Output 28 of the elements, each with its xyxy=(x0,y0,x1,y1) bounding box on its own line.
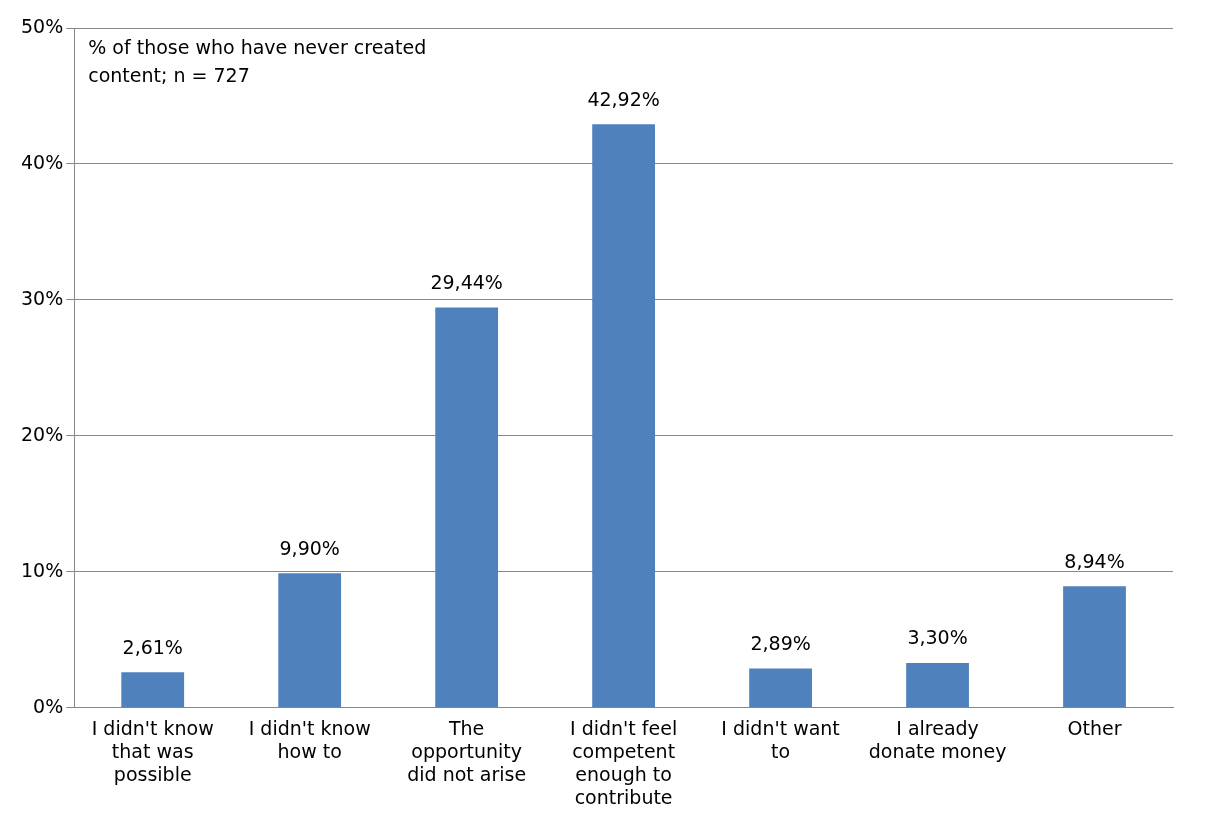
bar xyxy=(1063,586,1126,708)
x-tick-label: Other xyxy=(1067,717,1122,740)
y-tick-label: 30% xyxy=(21,286,64,309)
x-tick-label: I didn't want to xyxy=(721,717,840,762)
data-label: 2,89% xyxy=(750,631,811,654)
bar xyxy=(435,307,499,708)
y-tick-label: 0% xyxy=(33,694,64,717)
data-label: 29,44% xyxy=(430,270,503,293)
x-tick-label: I didn't feel competent enough to contribute xyxy=(570,717,678,808)
annotation: % of those who have never created content; n = 727 xyxy=(88,36,427,87)
data-label: 8,94% xyxy=(1064,549,1125,572)
data-label: 2,61% xyxy=(122,635,183,658)
bar xyxy=(906,662,969,708)
x-tick-label: I didn't know how to xyxy=(248,717,371,762)
x-tick-label: I already donate money xyxy=(868,717,1007,762)
y-tick-label: 10% xyxy=(21,558,64,581)
bar xyxy=(749,668,812,708)
x-tick-label: I didn't know that was possible xyxy=(91,717,214,785)
x-tick-label: The opportunity did not arise xyxy=(407,717,527,785)
data-label: 9,90% xyxy=(279,536,340,559)
data-label: 42,92% xyxy=(587,87,660,110)
bar xyxy=(592,124,656,708)
y-tick-label: 20% xyxy=(21,422,64,445)
y-tick-label: 50% xyxy=(21,14,64,37)
y-tick-label: 40% xyxy=(21,150,64,173)
bar xyxy=(121,672,185,708)
data-label: 3,30% xyxy=(907,626,968,649)
bar xyxy=(278,573,342,708)
